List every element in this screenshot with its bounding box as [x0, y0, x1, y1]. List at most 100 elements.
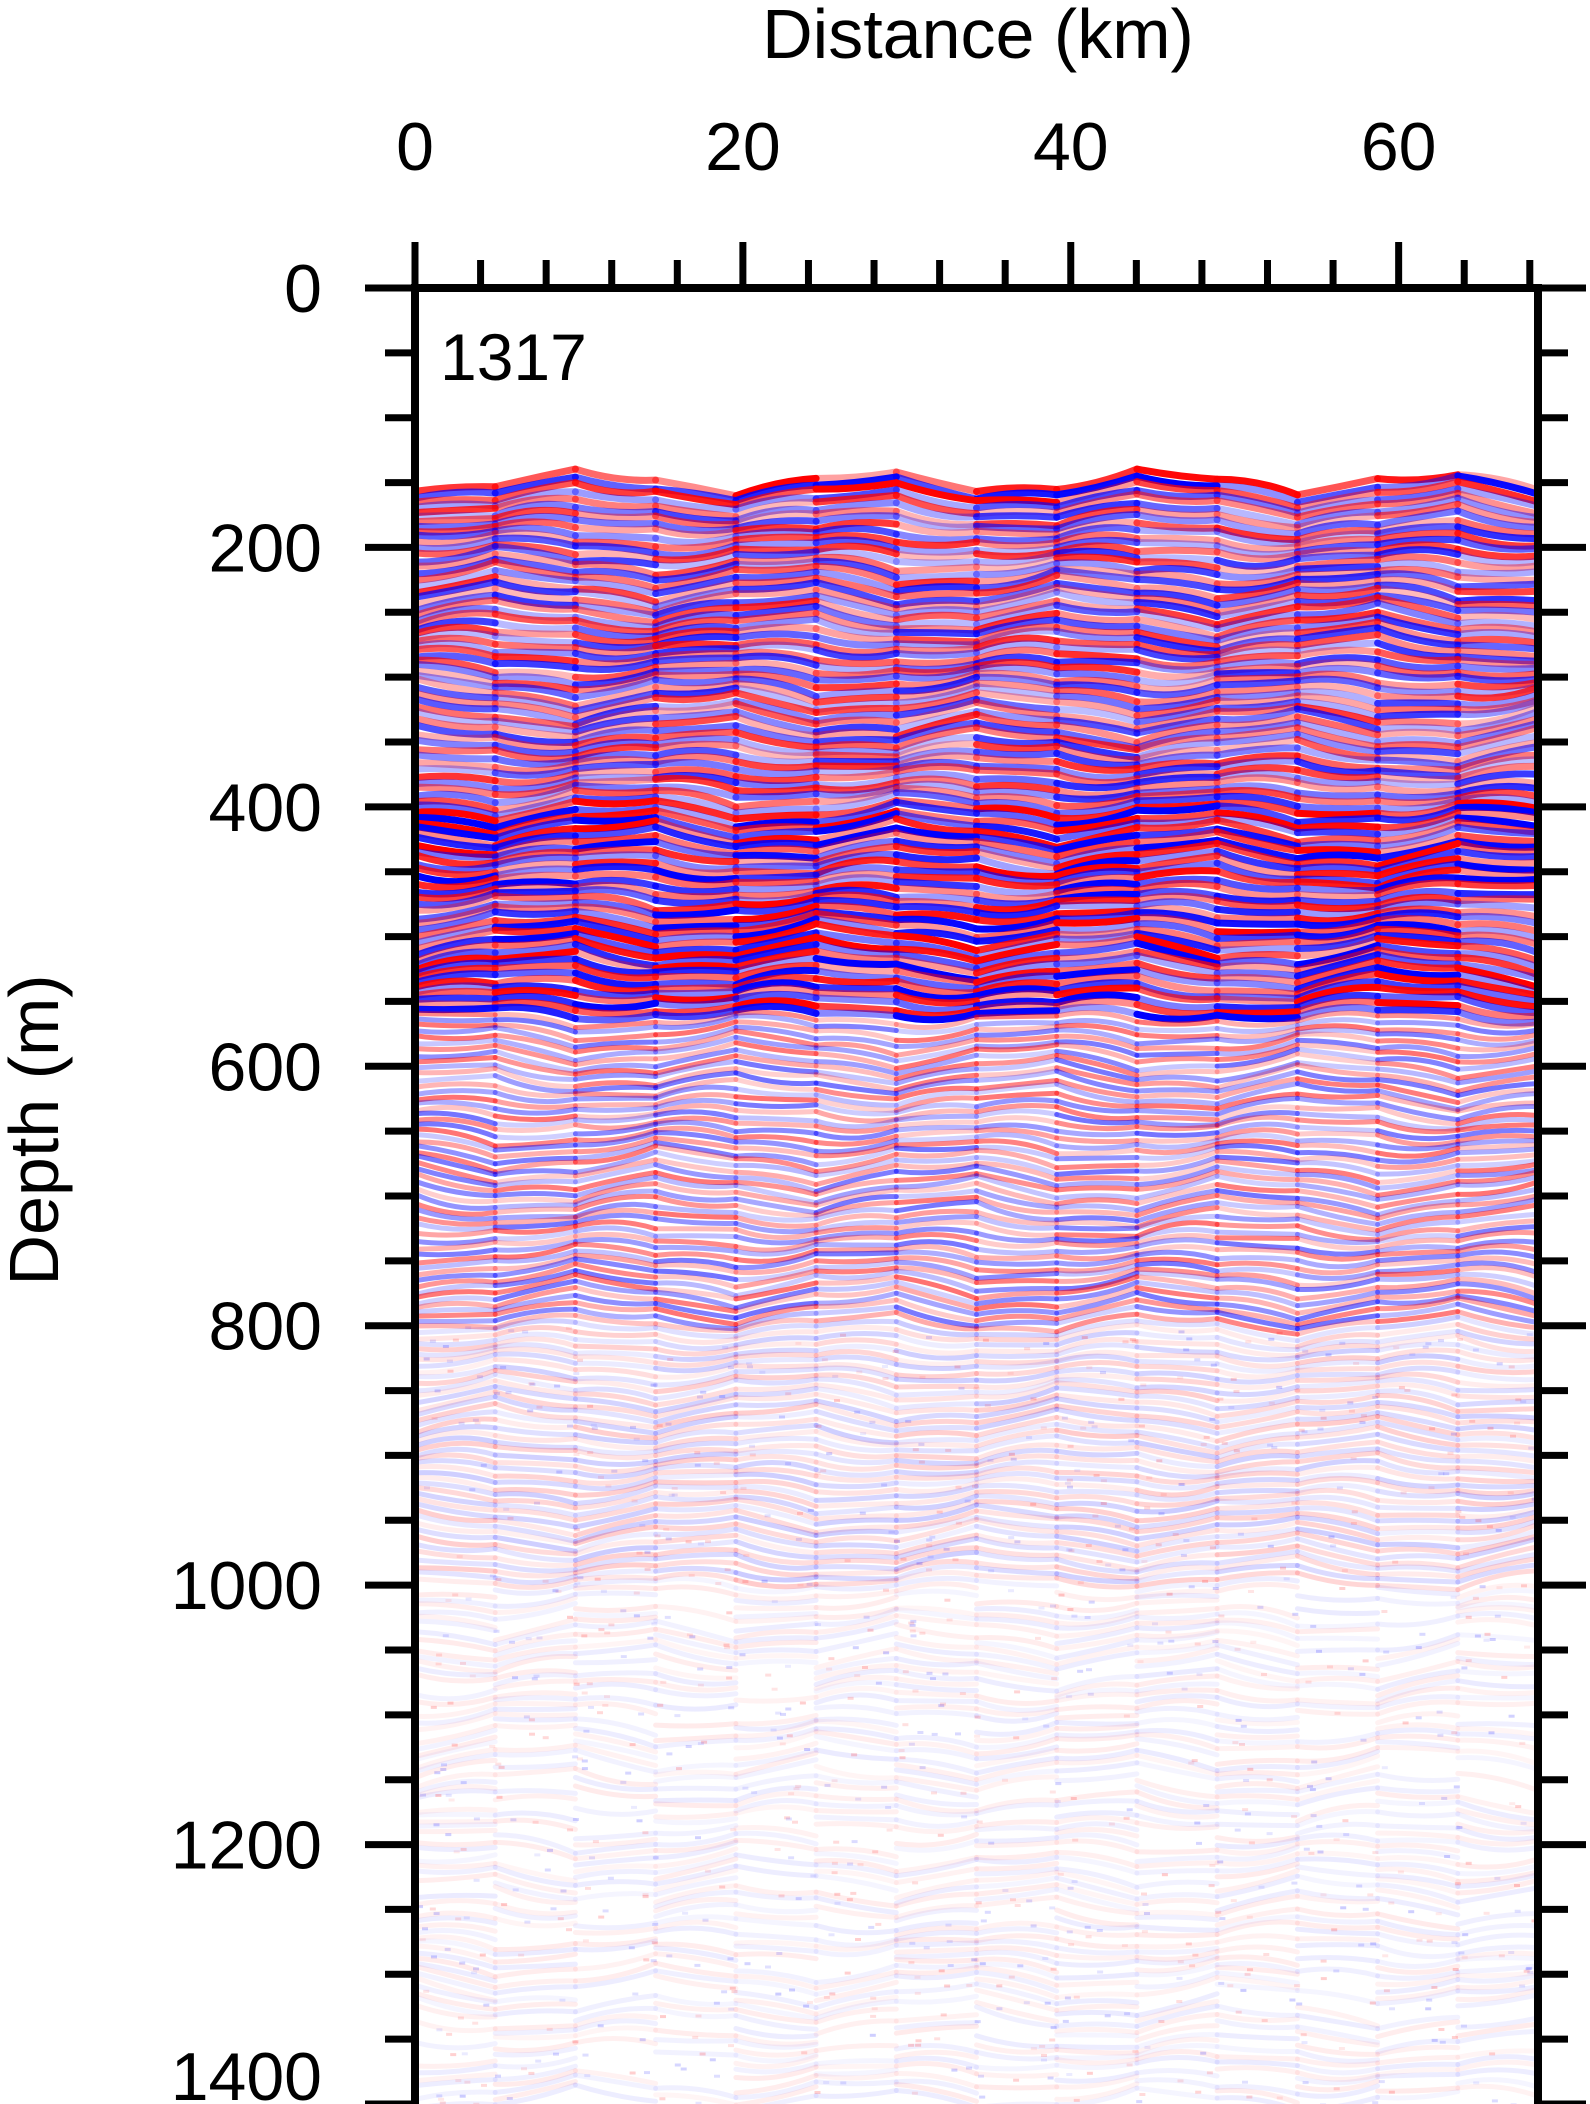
reflector-segment: [491, 974, 579, 988]
reflector-segment: [1133, 809, 1221, 823]
noise-speck: [1203, 1804, 1210, 1807]
reflector-segment: [892, 601, 980, 613]
reflector-segment: [1374, 932, 1462, 946]
reflector-segment: [491, 779, 579, 799]
reflector-segment: [572, 1539, 659, 1557]
reflector-segment: [491, 730, 579, 747]
reflector-segment: [1375, 1632, 1461, 1653]
reflector-segment: [652, 916, 740, 926]
reflector-segment: [812, 519, 900, 533]
reflector-segment: [1133, 994, 1221, 1012]
reflector-segment: [415, 941, 499, 966]
noise-speck: [524, 1920, 531, 1924]
reflector-segment: [812, 994, 900, 1006]
noise-speck: [1389, 2007, 1395, 2011]
reflector-segment: [1134, 1237, 1220, 1250]
reflector-segment: [491, 534, 579, 550]
reflector-segment: [1375, 1640, 1461, 1669]
reflector-segment: [415, 2018, 498, 2034]
reflector-segment: [572, 1024, 659, 1035]
reflector-segment: [1054, 1235, 1140, 1244]
noise-speck: [894, 1539, 900, 1543]
reflector-segment: [1134, 1220, 1220, 1239]
reflector-segment: [1214, 1658, 1300, 1684]
reflector-segment: [1455, 1238, 1538, 1251]
reflector-segment: [415, 652, 499, 668]
noise-speck: [1320, 1977, 1327, 1981]
noise-speck: [1200, 1443, 1207, 1446]
reflector-segment: [732, 893, 820, 909]
reflector-segment: [812, 646, 900, 661]
reflector-segment: [1375, 1233, 1461, 1244]
reflector-segment: [1375, 1341, 1461, 1353]
reflector-segment: [974, 1956, 1060, 1975]
reflector-segment: [1214, 1888, 1300, 1914]
reflector-segment: [415, 1185, 498, 1205]
reflector-segment: [1455, 1650, 1538, 1660]
noise-speck: [436, 2094, 443, 2098]
reflector-segment: [1455, 1476, 1538, 1485]
noise-speck: [978, 2074, 984, 2078]
reflector-segment: [653, 1170, 739, 1186]
reflector-segment: [572, 1938, 659, 1953]
reflector-segment: [893, 1231, 979, 1244]
reflector-segment: [1375, 1404, 1461, 1426]
reflector-segment: [1134, 1018, 1220, 1027]
reflector-segment: [1054, 1533, 1140, 1554]
reflector-segment: [572, 1201, 659, 1220]
reflector-segment: [571, 689, 660, 715]
reflector-segment: [415, 1165, 498, 1188]
reflector-segment: [813, 1092, 899, 1108]
reflector-segment: [1134, 1736, 1220, 1758]
reflector-segment: [1375, 2061, 1461, 2072]
reflector-segment: [892, 897, 980, 911]
reflector-segment: [733, 1047, 819, 1065]
reflector-segment: [892, 724, 980, 752]
reflector-segment: [1374, 723, 1462, 735]
reflector-segment: [492, 1502, 578, 1518]
reflector-segment: [572, 1457, 659, 1467]
noise-speck: [447, 1701, 454, 1705]
noise-speck: [964, 1499, 971, 1503]
reflector-segment: [415, 731, 499, 742]
reflector-segment: [1294, 1697, 1381, 1707]
reflector-segment: [572, 1135, 659, 1155]
reflector-segment: [732, 823, 820, 834]
reflector-segment: [1134, 1274, 1220, 1291]
noise-speck: [536, 1405, 543, 1409]
reflector-segment: [1374, 992, 1462, 1001]
reflector-segment: [974, 1180, 1060, 1207]
reflector-segment: [1054, 1209, 1140, 1218]
reflector-segment: [973, 919, 1061, 941]
reflector-segment: [1134, 1798, 1220, 1815]
reflector-segment: [653, 2006, 739, 2020]
reflector-segment: [1455, 1044, 1538, 1060]
reflector-segment: [812, 864, 900, 879]
reflector-segment: [492, 1668, 578, 1681]
reflector-segment: [1454, 715, 1538, 740]
reflector-segment: [1455, 1521, 1538, 1543]
reflector-segment: [653, 1339, 739, 1352]
noise-speck: [823, 2081, 830, 2084]
reflector-segment: [1294, 1966, 1381, 1979]
reflector-segment: [572, 1637, 659, 1650]
noise-speck: [902, 1723, 909, 1727]
reflector-segment: [492, 1905, 578, 1921]
reflector-segment: [1214, 2012, 1300, 2023]
reflector-segment: [733, 1547, 819, 1566]
reflector-segment: [492, 1055, 578, 1077]
noise-speck: [1507, 1491, 1514, 1495]
reflector-segment: [1214, 1717, 1300, 1727]
reflector-segment: [415, 1752, 498, 1775]
reflector-segment: [1054, 1475, 1140, 1485]
reflector-segment: [652, 579, 740, 606]
noise-speck: [1291, 1501, 1298, 1505]
reflector-segment: [1375, 1382, 1461, 1399]
reflector-segment: [571, 560, 660, 579]
reflector-segment: [892, 719, 980, 744]
reflector-segment: [1374, 1006, 1462, 1016]
reflector-segment: [1133, 739, 1221, 761]
reflector-segment: [733, 1757, 819, 1780]
reflector-segment: [974, 1163, 1060, 1189]
reflector-segment: [1455, 1568, 1538, 1593]
